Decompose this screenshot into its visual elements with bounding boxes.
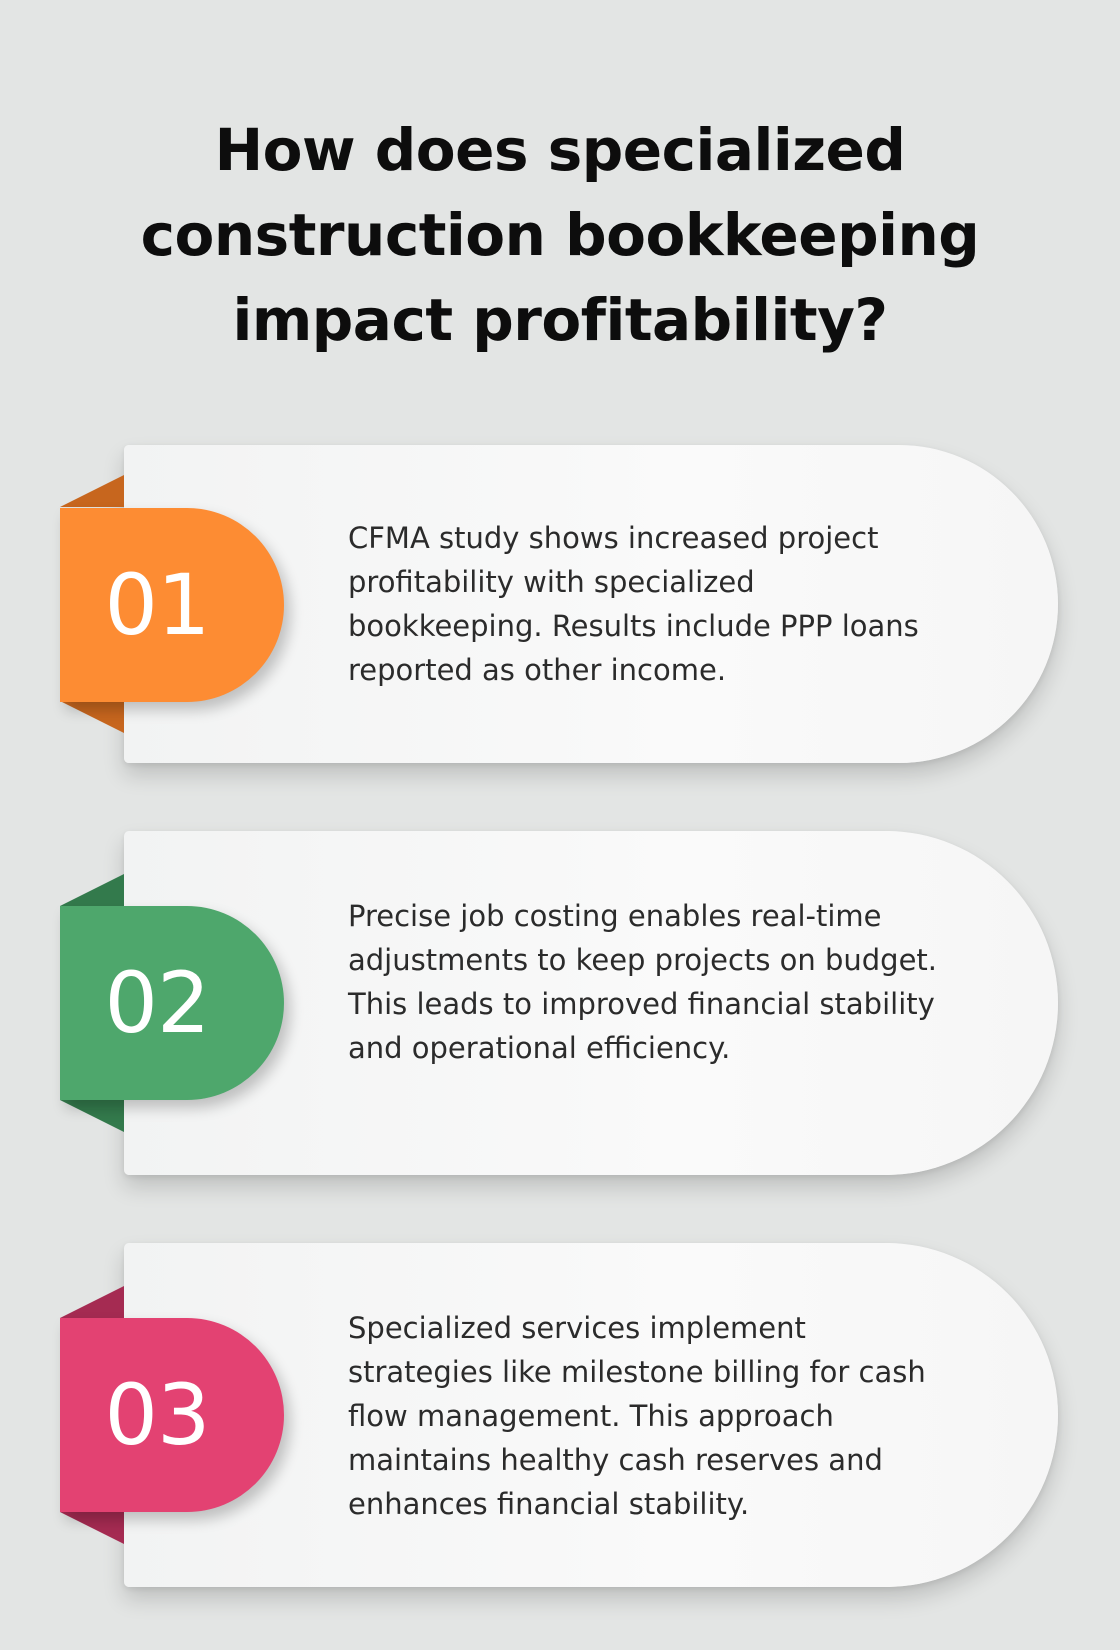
step-2-ribbon-fold	[60, 874, 124, 1132]
step-1-ribbon-fold	[60, 475, 124, 733]
step-1-fold-top	[60, 475, 124, 507]
step-2-badge: 02	[60, 906, 284, 1100]
step-2-number: 02	[104, 954, 211, 1052]
step-1-description: CFMA study shows increased project profi…	[348, 521, 919, 687]
step-3-fold-top	[60, 1286, 124, 1318]
step-3-fold-bottom	[60, 1512, 124, 1544]
step-1-fold-bottom	[60, 701, 124, 733]
step-3-ribbon-fold	[60, 1286, 124, 1544]
step-3-description: Specialized services implement strategie…	[348, 1311, 926, 1521]
step-2-fold-top	[60, 874, 124, 906]
step-3-badge: 03	[60, 1318, 284, 1512]
step-2-description: Precise job costing enables real-time ad…	[348, 899, 938, 1065]
step-3-number: 03	[104, 1366, 211, 1464]
page-title: How does specialized construction bookke…	[140, 116, 980, 354]
step-2-fold-bottom	[60, 1100, 124, 1132]
step-1-number: 01	[104, 556, 211, 654]
step-1-badge: 01	[60, 508, 284, 702]
